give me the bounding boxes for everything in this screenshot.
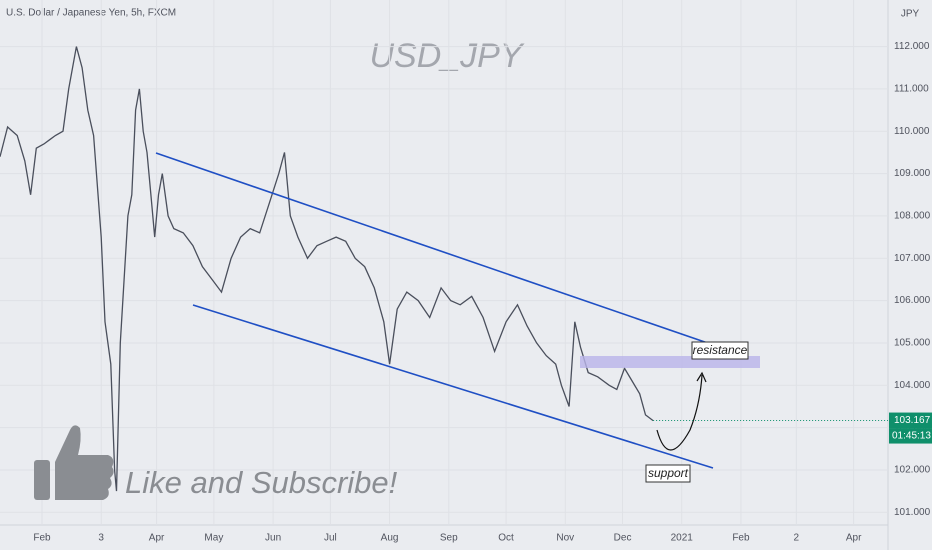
y-tick-label: 111.000: [894, 84, 929, 95]
lower-channel: [192, 304, 714, 469]
x-tick-label: Sep: [440, 533, 458, 544]
watermark: USD_JPY: [369, 37, 524, 75]
countdown-label: 01:45:13: [892, 431, 931, 442]
y-tick-label: 104.000: [894, 380, 931, 391]
arrow-head: [696, 371, 707, 383]
x-tick-label: Apr: [846, 533, 862, 544]
x-tick-label: Jun: [265, 533, 281, 544]
support-label: support: [648, 466, 689, 480]
y-tick-label: 112.000: [894, 41, 930, 52]
x-tick-label: May: [204, 533, 223, 544]
y-tick-label: 105.000: [894, 338, 931, 349]
y-tick-label: 106.000: [894, 295, 931, 306]
support-box: [645, 464, 691, 483]
thumb-icon: [34, 425, 114, 500]
call-to-action: Like and Subscribe!: [125, 465, 398, 500]
countdown-box: [889, 428, 932, 444]
x-tick-label: Feb: [732, 533, 750, 544]
y-tick-label: 109.000: [894, 168, 931, 179]
resistance-box: [691, 341, 749, 360]
x-tick-label: Feb: [33, 533, 51, 544]
chart-title: U.S. Dollar / Japanese Yen, 5h, FXCM: [6, 8, 176, 19]
x-tick-label: 2: [794, 533, 800, 544]
projection-arrow: [656, 374, 703, 451]
y-tick-label: 107.000: [894, 253, 931, 264]
currency-label: JPY: [901, 9, 920, 20]
last-price-label: 103.167: [894, 415, 931, 426]
last-price-box: [889, 412, 932, 429]
upper-channel: [155, 152, 729, 351]
x-tick-label: Oct: [498, 533, 514, 544]
x-tick-label: Apr: [149, 533, 165, 544]
x-tick-label: Dec: [614, 533, 632, 544]
y-tick-label: 108.000: [894, 211, 931, 222]
x-tick-label: Jul: [324, 533, 337, 544]
y-tick-label: 101.000: [894, 507, 931, 518]
y-tick-label: 102.000: [894, 465, 931, 476]
resistance-label: resistance: [693, 343, 748, 357]
x-tick-label: Aug: [381, 533, 399, 544]
x-tick-label: 2021: [671, 533, 694, 544]
x-tick-label: 3: [98, 533, 104, 544]
x-tick-label: Nov: [556, 533, 574, 544]
price-line: [0, 46, 654, 492]
y-tick-label: 110.000: [894, 126, 930, 137]
